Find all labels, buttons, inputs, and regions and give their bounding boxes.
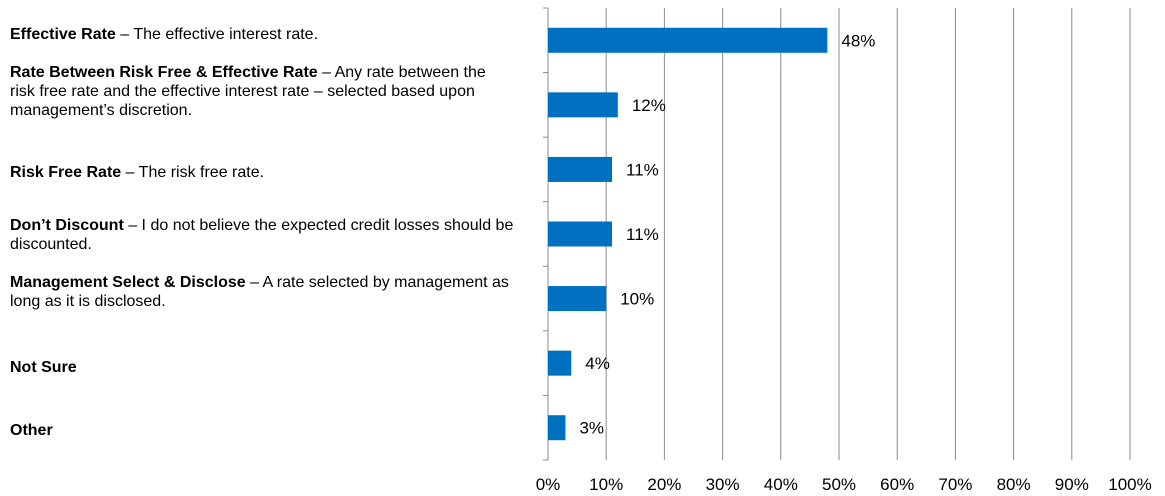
x-tick-label: 0%: [536, 475, 561, 494]
data-label: 11%: [626, 225, 659, 244]
category-desc: – The effective interest rate.: [115, 26, 319, 43]
x-tick-label: 70%: [938, 475, 972, 494]
data-label: 12%: [632, 96, 666, 115]
category-label-rate-between: Rate Between Risk Free & Effective Rate …: [10, 63, 500, 120]
bar: [548, 156, 613, 182]
category-name: Rate Between Risk Free & Effective Rate: [10, 64, 318, 81]
bar: [548, 27, 828, 53]
x-tick-label: 30%: [706, 475, 740, 494]
data-label: 4%: [585, 354, 610, 373]
bar: [548, 415, 566, 441]
bar: [548, 221, 613, 247]
x-tick-label: 90%: [1055, 475, 1089, 494]
x-tick-label: 80%: [997, 475, 1031, 494]
category-name: Don’t Discount: [10, 217, 124, 234]
x-tick-label: 20%: [647, 475, 681, 494]
category-desc: – The risk free rate.: [121, 164, 265, 181]
category-label-other: Other: [10, 421, 530, 440]
x-tick-label: 40%: [764, 475, 798, 494]
data-label: 3%: [579, 419, 604, 438]
category-label-dont-discount: Don’t Discount – I do not believe the ex…: [10, 216, 525, 254]
x-tick-label: 10%: [589, 475, 623, 494]
data-label: 48%: [841, 31, 875, 50]
x-tick-label: 100%: [1108, 475, 1151, 494]
category-labels: Effective Rate – The effective interest …: [0, 0, 540, 496]
data-label: 11%: [626, 160, 659, 179]
category-desc: – A rate selected by management as long …: [10, 274, 509, 310]
category-label-not-sure: Not Sure: [10, 358, 530, 377]
x-tick-label: 60%: [880, 475, 914, 494]
category-label-management-select: Management Select & Disclose – A rate se…: [10, 273, 515, 311]
category-name: Effective Rate: [10, 26, 116, 43]
bar: [548, 286, 607, 312]
category-name: Not Sure: [10, 359, 77, 376]
category-desc: – Any rate between the risk free rate an…: [10, 64, 486, 119]
category-desc: – I do not believe the expected credit l…: [10, 217, 514, 253]
category-label-effective-rate: Effective Rate – The effective interest …: [10, 25, 530, 44]
bar: [548, 350, 572, 376]
category-name: Management Select & Disclose: [10, 274, 246, 291]
x-tick-label: 50%: [822, 475, 856, 494]
category-name: Risk Free Rate: [10, 164, 122, 181]
bar: [548, 92, 618, 118]
category-label-risk-free: Risk Free Rate – The risk free rate.: [10, 163, 530, 182]
category-name: Other: [10, 422, 53, 439]
data-label: 10%: [620, 290, 654, 309]
